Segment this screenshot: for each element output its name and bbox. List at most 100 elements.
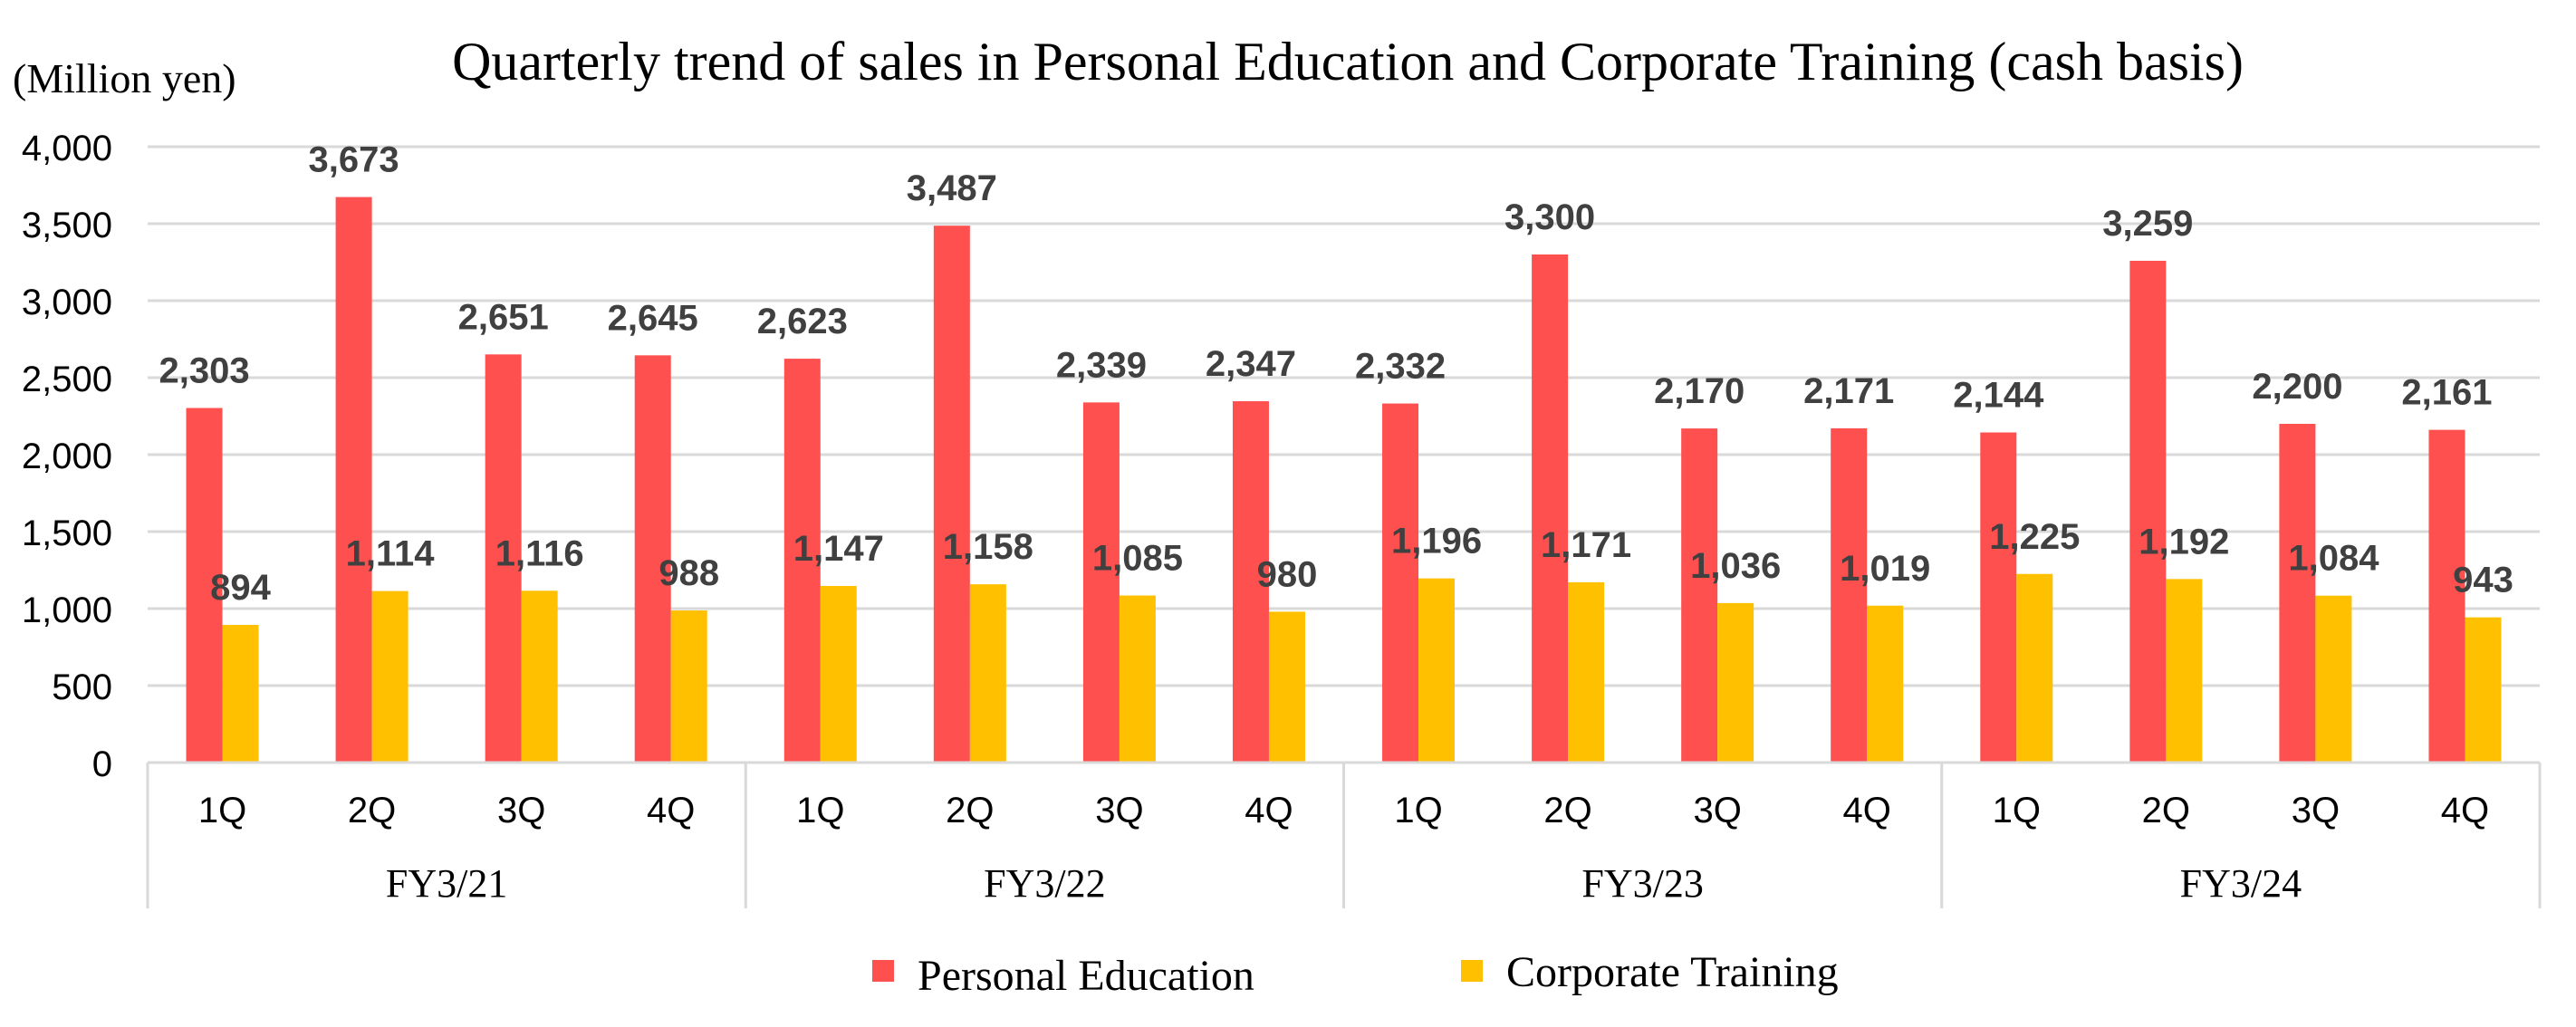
x-tick-label: 1Q	[1993, 791, 2041, 830]
y-tick-label: 1,500	[22, 514, 112, 553]
y-tick-label: 0	[92, 744, 112, 784]
x-tick-label: 2Q	[2142, 791, 2190, 830]
y-tick-label: 500	[52, 667, 112, 707]
data-label-corporate-training: 894	[210, 568, 271, 608]
x-tick-label: 4Q	[2441, 791, 2489, 830]
bar-personal-education	[1980, 432, 2017, 763]
bar-personal-education	[634, 355, 671, 763]
x-tick-label: 4Q	[647, 791, 695, 830]
data-label-personal-education: 2,200	[2252, 367, 2342, 407]
data-label-corporate-training: 1,036	[1690, 546, 1781, 586]
x-tick-label: 3Q	[1095, 791, 1143, 830]
x-group-label: FY3/23	[1581, 861, 1703, 906]
bar-personal-education	[1681, 428, 1718, 763]
bar-corporate-training	[2465, 617, 2502, 763]
y-axis-unit-label: (Million yen)	[13, 55, 236, 101]
y-tick-label: 2,500	[22, 360, 112, 399]
bar-corporate-training	[1717, 602, 1754, 763]
data-label-personal-education: 2,623	[757, 302, 848, 341]
x-group-label: FY3/24	[2180, 861, 2302, 906]
bar-corporate-training	[670, 610, 707, 763]
x-tick-label: 4Q	[1843, 791, 1891, 830]
y-tick-label: 3,500	[22, 206, 112, 245]
y-tick-label: 3,000	[22, 283, 112, 322]
bar-personal-education	[186, 408, 223, 763]
x-group-label: FY3/21	[386, 861, 507, 906]
x-tick-label: 1Q	[1394, 791, 1442, 830]
bar-corporate-training	[1568, 581, 1605, 763]
bar-personal-education	[485, 354, 522, 763]
bar-personal-education	[2428, 429, 2465, 763]
bar-corporate-training	[1268, 611, 1305, 763]
data-label-personal-education: 3,259	[2102, 204, 2193, 244]
bar-corporate-training	[371, 590, 409, 763]
data-label-personal-education: 2,144	[1953, 376, 2044, 416]
data-label-corporate-training: 1,171	[1541, 525, 1631, 565]
x-tick-label: 1Q	[198, 791, 246, 830]
x-tick-label: 2Q	[946, 791, 994, 830]
x-tick-label: 2Q	[348, 791, 396, 830]
bar-corporate-training	[1867, 605, 1904, 763]
data-label-corporate-training: 1,019	[1840, 549, 1930, 589]
x-tick-label: 3Q	[1693, 791, 1741, 830]
bar-corporate-training	[969, 584, 1006, 763]
bar-corporate-training	[2315, 595, 2352, 763]
x-group-label: FY3/22	[984, 861, 1105, 906]
data-label-personal-education: 2,339	[1056, 345, 1147, 385]
bar-corporate-training	[1418, 578, 1456, 763]
bar-corporate-training	[1119, 595, 1156, 763]
bar-personal-education	[1382, 403, 1419, 763]
y-tick-label: 1,000	[22, 590, 112, 630]
data-label-corporate-training: 1,158	[943, 527, 1033, 567]
data-label-personal-education: 3,300	[1504, 197, 1595, 237]
x-tick-label: 3Q	[2292, 791, 2340, 830]
x-tick-label: 4Q	[1245, 791, 1293, 830]
data-label-personal-education: 2,303	[159, 350, 249, 390]
bar-corporate-training	[820, 586, 857, 763]
data-label-personal-education: 2,170	[1654, 371, 1745, 411]
legend-label-personal-education: Personal Education	[918, 952, 1254, 1000]
data-label-personal-education: 2,645	[608, 298, 698, 338]
y-tick-label: 2,000	[22, 437, 112, 476]
bar-personal-education	[2279, 424, 2316, 763]
data-label-corporate-training: 1,114	[346, 534, 436, 574]
data-label-personal-education: 3,487	[907, 168, 997, 208]
bar-personal-education	[1232, 401, 1269, 763]
x-tick-label: 3Q	[497, 791, 545, 830]
bar-personal-education	[1532, 254, 1569, 763]
data-label-personal-education: 2,332	[1355, 347, 1446, 387]
data-label-corporate-training: 980	[1257, 554, 1318, 594]
data-label-corporate-training: 943	[2453, 561, 2514, 600]
legend-swatch-corporate-training	[1461, 960, 1483, 982]
y-tick-label: 4,000	[22, 129, 112, 168]
x-tick-label: 1Q	[796, 791, 844, 830]
x-tick-label: 2Q	[1543, 791, 1591, 830]
data-label-personal-education: 2,171	[1803, 371, 1894, 411]
data-label-corporate-training: 1,085	[1092, 539, 1183, 579]
data-label-corporate-training: 1,084	[2288, 539, 2379, 579]
bar-personal-education	[335, 197, 372, 763]
chart-title: Quarterly trend of sales in Personal Edu…	[452, 32, 2244, 91]
legend-swatch-personal-education	[872, 960, 894, 982]
data-label-personal-education: 2,651	[458, 297, 549, 337]
bar-personal-education	[2129, 260, 2167, 763]
data-label-personal-education: 2,161	[2401, 373, 2492, 413]
bar-personal-education	[783, 359, 821, 763]
data-label-corporate-training: 1,225	[1989, 517, 2080, 557]
data-label-corporate-training: 1,147	[793, 529, 884, 569]
bar-personal-education	[1082, 402, 1120, 763]
legend-label-corporate-training: Corporate Training	[1506, 948, 1839, 996]
bar-corporate-training	[2166, 579, 2203, 763]
data-label-personal-education: 2,347	[1206, 344, 1296, 384]
bar-personal-education	[933, 226, 970, 763]
data-label-corporate-training: 1,192	[2139, 522, 2229, 561]
data-label-personal-education: 3,673	[309, 140, 399, 180]
data-label-corporate-training: 1,116	[495, 533, 584, 573]
bar-corporate-training	[2016, 573, 2053, 763]
bar-corporate-training	[521, 590, 558, 763]
data-label-corporate-training: 988	[658, 553, 719, 593]
bar-corporate-training	[222, 625, 259, 763]
data-label-corporate-training: 1,196	[1391, 522, 1482, 561]
